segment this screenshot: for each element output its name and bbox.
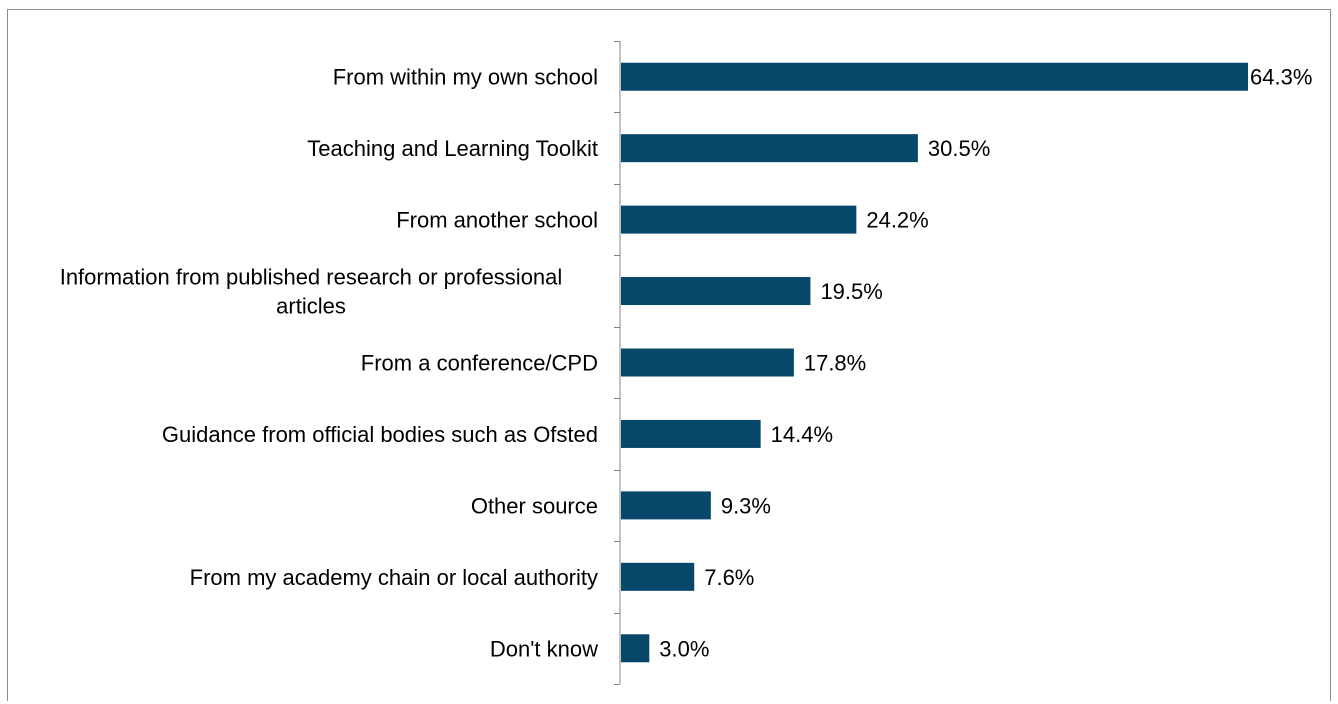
category-label: Other source xyxy=(471,493,598,518)
category-label: From a conference/CPD xyxy=(361,351,598,376)
category-label: Guidance from official bodies such as Of… xyxy=(162,422,598,447)
category-label: From another school xyxy=(396,208,598,233)
category-label: From my academy chain or local authority xyxy=(190,565,598,590)
data-label: 64.3% xyxy=(1250,65,1312,90)
bar xyxy=(621,62,1248,91)
bar xyxy=(621,277,811,306)
data-label: 14.4% xyxy=(771,422,833,447)
bar xyxy=(621,491,711,520)
category-label: articles xyxy=(276,294,346,319)
category-label: Teaching and Learning Toolkit xyxy=(307,136,598,161)
data-label: 19.5% xyxy=(820,279,882,304)
data-label: 24.2% xyxy=(866,208,928,233)
category-axis xyxy=(614,41,621,685)
labels-layer: 64.3% From within my own school 30.5% Teach… xyxy=(60,65,1313,662)
bars-layer xyxy=(621,62,1248,663)
bar xyxy=(621,562,695,591)
bar xyxy=(621,419,761,448)
bar xyxy=(621,205,857,234)
data-label: 30.5% xyxy=(928,136,990,161)
chart-frame xyxy=(7,9,1331,701)
data-label: 17.8% xyxy=(804,351,866,376)
category-label: From within my own school xyxy=(333,65,598,90)
data-label: 3.0% xyxy=(659,636,709,661)
category-label: Information from published research or p… xyxy=(60,265,563,290)
bar xyxy=(621,134,918,163)
bar xyxy=(621,634,650,663)
bar xyxy=(621,348,794,377)
data-label: 9.3% xyxy=(721,493,771,518)
category-label: Don't know xyxy=(490,636,598,661)
data-label: 7.6% xyxy=(704,565,754,590)
